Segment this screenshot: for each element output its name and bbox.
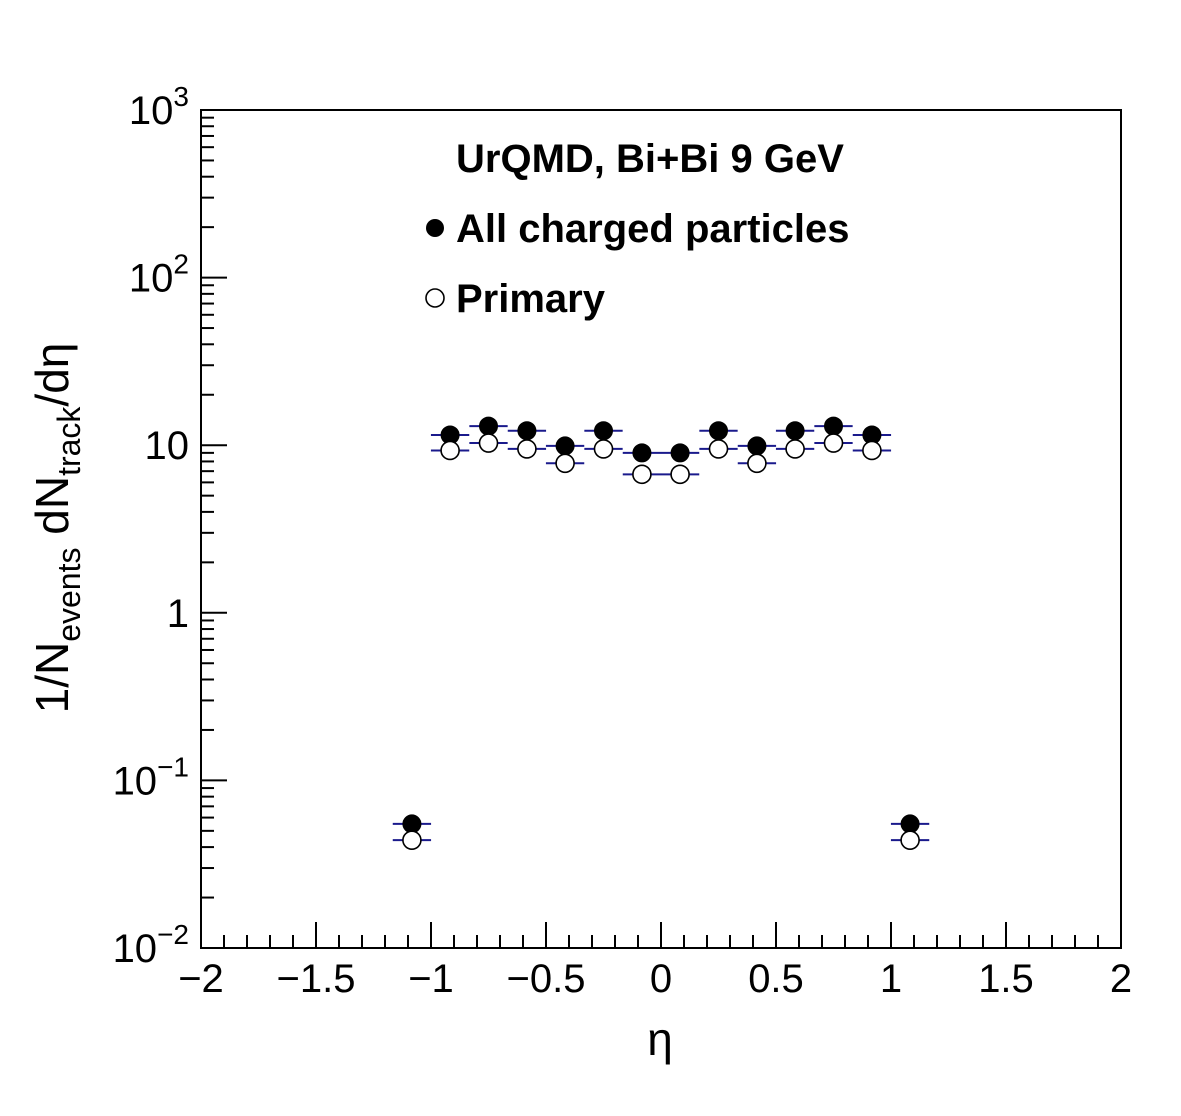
point-primary (478, 433, 499, 453)
point-all-charged (747, 436, 767, 456)
point-primary (708, 439, 729, 459)
point-all-charged (479, 416, 498, 436)
legend: All charged particles Primary (425, 207, 849, 321)
y-axis-title: 1/Nevents dNtrack/dη (26, 343, 87, 714)
y-axis-title-sub2: track (51, 406, 87, 476)
y-tick-label: 103 (129, 81, 189, 133)
x-axis-ticks: −2 −1.5 −1 −0.5 0 0.5 1 1.5 2 (178, 922, 1132, 1001)
chart-annotation: UrQMD, Bi+Bi 9 GeV (456, 137, 844, 181)
legend-label-all: All charged particles (456, 207, 849, 251)
point-primary (823, 433, 844, 453)
x-tick-label: 0 (650, 957, 672, 1001)
data-points (392, 416, 930, 850)
y-tick-label: 1 (167, 592, 189, 636)
point-primary (555, 453, 575, 474)
x-tick-label: 1.5 (978, 957, 1034, 1001)
point-all-charged (555, 436, 575, 456)
point-primary (402, 830, 422, 850)
x-tick-label: −1.5 (277, 957, 356, 1001)
x-tick-label: −1 (408, 957, 454, 1001)
y-tick-label: 10 (145, 424, 190, 468)
x-tick-label: −0.5 (507, 957, 586, 1001)
y-axis-ticks: 10−2 10−1 1 10 102 103 (113, 81, 227, 971)
y-tick-label: 102 (129, 249, 189, 301)
point-primary (862, 440, 882, 461)
legend-label-primary: Primary (456, 277, 606, 321)
y-axis-title-sub1: events (51, 548, 87, 642)
point-primary (900, 830, 920, 850)
point-all-charged (709, 421, 728, 441)
y-axis-title-mid: dN (26, 476, 78, 548)
y-axis-title-tail: /dη (26, 343, 78, 407)
point-all-charged (594, 421, 613, 441)
point-primary (785, 439, 805, 459)
point-primary (593, 439, 614, 459)
point-all-charged (402, 814, 422, 834)
legend-marker-filled (426, 219, 444, 237)
x-tick-label: 1 (880, 957, 902, 1001)
y-tick-label: 10−1 (113, 751, 189, 803)
y-tick-label: 10−2 (113, 919, 189, 971)
point-all-charged (824, 416, 843, 436)
point-all-charged (632, 443, 652, 463)
point-all-charged (785, 421, 805, 441)
legend-marker-open (425, 288, 445, 308)
point-primary (632, 464, 652, 485)
point-all-charged (670, 443, 690, 463)
x-tick-label: 2 (1110, 957, 1132, 1001)
point-primary (440, 440, 460, 461)
x-tick-label: 0.5 (748, 957, 804, 1001)
point-all-charged (900, 814, 920, 834)
point-primary (670, 464, 690, 485)
point-primary (747, 453, 767, 474)
y-axis-title-base: 1/N (26, 642, 78, 714)
x-tick-label: −2 (178, 957, 224, 1001)
point-all-charged (517, 421, 537, 441)
x-axis-title: η (647, 1013, 673, 1065)
point-primary (517, 439, 537, 459)
